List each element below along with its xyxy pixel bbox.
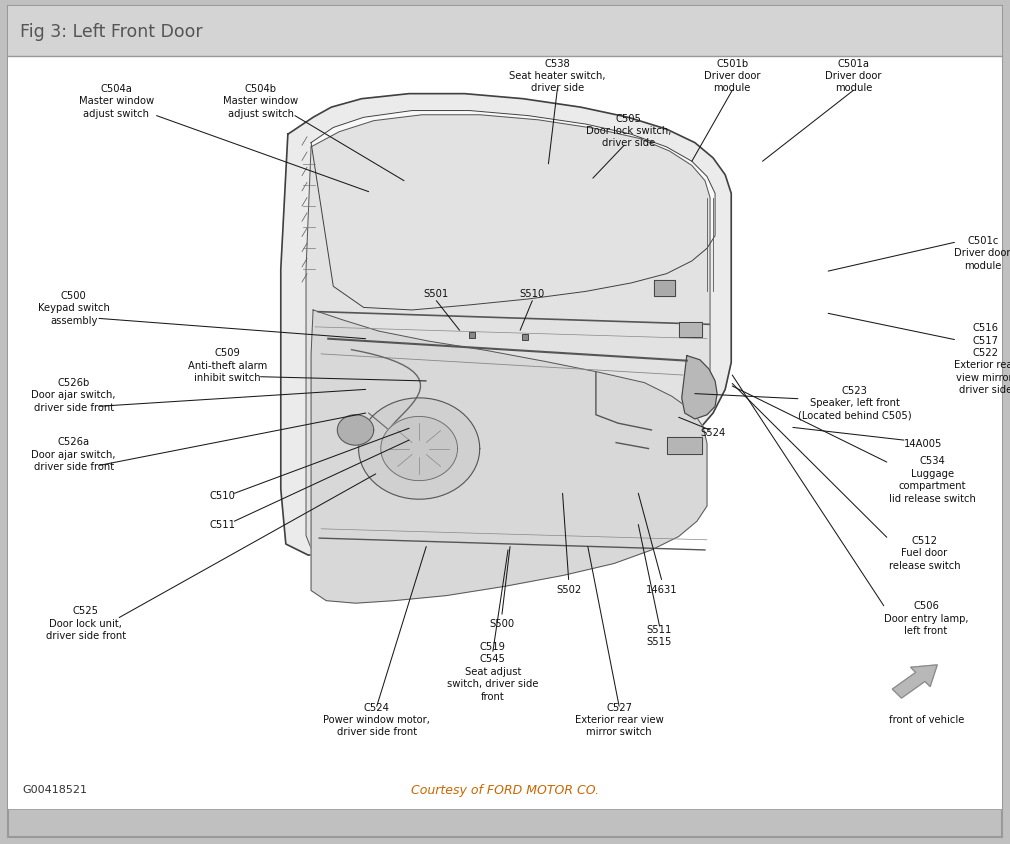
Bar bbox=[8, 7, 1002, 57]
Text: C525
Door lock unit,
driver side front: C525 Door lock unit, driver side front bbox=[45, 605, 126, 641]
Text: C509
Anti-theft alarm
inhibit switch: C509 Anti-theft alarm inhibit switch bbox=[188, 348, 267, 383]
Text: G00418521: G00418521 bbox=[22, 784, 87, 794]
Text: C501c
Driver door
module: C501c Driver door module bbox=[954, 235, 1010, 271]
Text: C501a
Driver door
module: C501a Driver door module bbox=[825, 58, 882, 94]
Polygon shape bbox=[381, 417, 458, 481]
Text: Fig 3: Left Front Door: Fig 3: Left Front Door bbox=[20, 23, 203, 41]
Text: C526b
Door ajar switch,
driver side front: C526b Door ajar switch, driver side fron… bbox=[31, 377, 116, 413]
Polygon shape bbox=[306, 116, 710, 549]
Text: C505
Door lock switch,
driver side: C505 Door lock switch, driver side bbox=[586, 113, 671, 149]
Text: C512
Fuel door
release switch: C512 Fuel door release switch bbox=[889, 535, 961, 571]
Polygon shape bbox=[311, 311, 707, 603]
Polygon shape bbox=[281, 95, 731, 555]
Text: S501: S501 bbox=[424, 289, 448, 299]
Polygon shape bbox=[359, 398, 480, 500]
Text: C504b
Master window
adjust switch: C504b Master window adjust switch bbox=[223, 84, 298, 119]
Polygon shape bbox=[337, 415, 374, 446]
Text: front of vehicle: front of vehicle bbox=[890, 714, 965, 724]
Text: C500
Keypad switch
assembly: C500 Keypad switch assembly bbox=[37, 290, 110, 326]
Text: C516
C517
C522
Exterior rear
view mirror,
driver side: C516 C517 C522 Exterior rear view mirror… bbox=[954, 322, 1010, 395]
Text: S510: S510 bbox=[519, 289, 545, 299]
Text: S502: S502 bbox=[556, 584, 582, 594]
Text: S500: S500 bbox=[490, 618, 514, 628]
Text: C534
Luggage
compartment
lid release switch: C534 Luggage compartment lid release swi… bbox=[889, 456, 976, 503]
Text: C504a
Master window
adjust switch: C504a Master window adjust switch bbox=[79, 84, 154, 119]
Text: C510: C510 bbox=[209, 490, 235, 500]
Text: 14A005: 14A005 bbox=[904, 438, 942, 448]
Text: C511: C511 bbox=[209, 519, 235, 529]
Polygon shape bbox=[311, 111, 715, 311]
Polygon shape bbox=[667, 437, 702, 454]
Text: C506
Door entry lamp,
left front: C506 Door entry lamp, left front bbox=[884, 600, 969, 636]
Polygon shape bbox=[654, 280, 675, 297]
Text: 14631: 14631 bbox=[645, 584, 678, 594]
FancyArrow shape bbox=[892, 665, 937, 698]
Text: C527
Exterior rear view
mirror switch: C527 Exterior rear view mirror switch bbox=[575, 701, 664, 737]
Text: S524: S524 bbox=[700, 428, 725, 438]
Polygon shape bbox=[679, 322, 702, 338]
Text: Courtesy of FORD MOTOR CO.: Courtesy of FORD MOTOR CO. bbox=[411, 782, 599, 796]
Text: C523
Speaker, left front
(Located behind C505): C523 Speaker, left front (Located behind… bbox=[798, 385, 912, 420]
Text: S511
S515: S511 S515 bbox=[646, 625, 673, 647]
Text: C538
Seat heater switch,
driver side: C538 Seat heater switch, driver side bbox=[509, 58, 606, 94]
Text: C519
C545
Seat adjust
switch, driver side
front: C519 C545 Seat adjust switch, driver sid… bbox=[447, 641, 538, 701]
Text: C501b
Driver door
module: C501b Driver door module bbox=[704, 58, 761, 94]
Bar bbox=[8, 57, 1002, 809]
Text: C526a
Door ajar switch,
driver side front: C526a Door ajar switch, driver side fron… bbox=[31, 436, 116, 472]
Text: C524
Power window motor,
driver side front: C524 Power window motor, driver side fro… bbox=[323, 701, 430, 737]
Polygon shape bbox=[682, 356, 717, 419]
